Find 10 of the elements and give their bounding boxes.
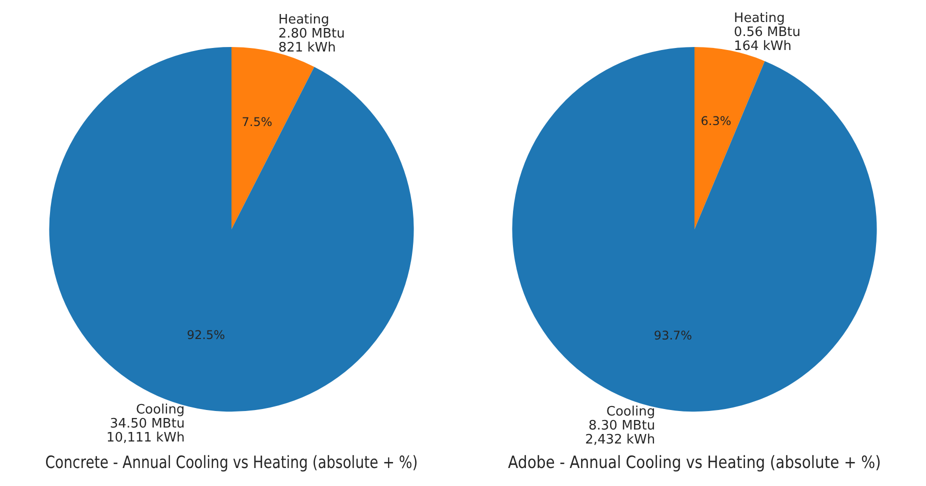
slice-label: Heating 0.56 MBtu 164 kWh xyxy=(734,11,800,54)
data-label: 6.3% xyxy=(700,114,732,128)
data-label: 92.5% xyxy=(186,328,226,342)
text: Adobe - Annual Cooling vs Heating (absolute + %) xyxy=(508,452,881,472)
slice-label: Cooling 8.30 MBtu 2,432 kWh xyxy=(585,404,656,448)
data-label: 93.7% xyxy=(654,328,692,343)
data-label: 7.5% xyxy=(242,115,272,130)
text: Concrete - Annual Cooling vs Heating (absolute + %) xyxy=(45,452,418,473)
slice-label: Cooling 34.50 MBtu 10,111 kWh xyxy=(106,402,185,446)
slice-label: Heating 2.80 MBtu 821 kWh xyxy=(278,12,345,56)
